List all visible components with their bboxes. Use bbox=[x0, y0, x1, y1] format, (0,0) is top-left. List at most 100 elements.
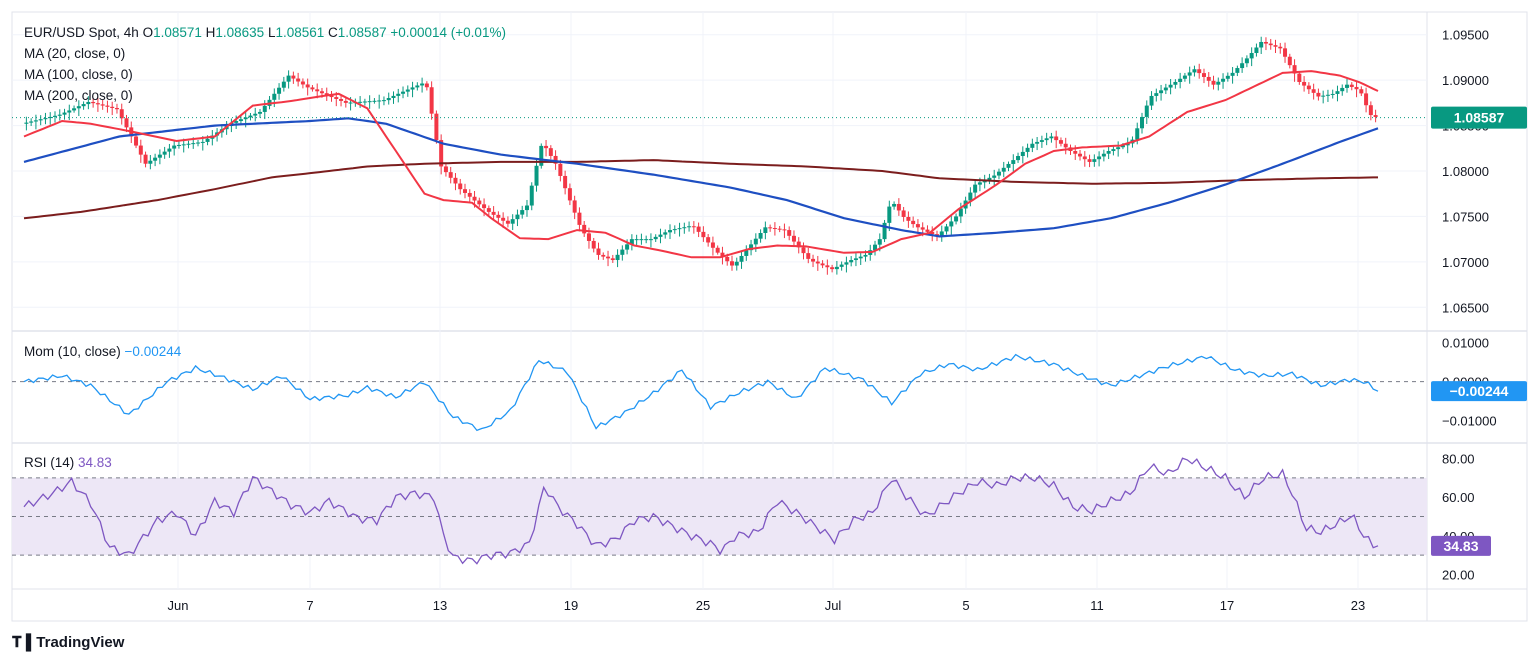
candle-body bbox=[191, 143, 196, 145]
candle-body bbox=[334, 97, 339, 99]
candle-body bbox=[1025, 147, 1030, 152]
tradingview-brand[interactable]: 𝐓▐ TradingView bbox=[12, 634, 124, 651]
ma200-line bbox=[23, 159, 1378, 220]
candle-body bbox=[1259, 41, 1264, 48]
candle-body bbox=[892, 203, 897, 207]
rsi-tick-label: 20.00 bbox=[1442, 567, 1475, 582]
candle-body bbox=[911, 220, 916, 225]
candle-body bbox=[362, 101, 367, 103]
candle-body bbox=[1359, 89, 1364, 94]
momentum-tag: −0.00244 bbox=[1450, 383, 1509, 399]
candle-body bbox=[401, 91, 406, 94]
symbol-legend: EUR/USD Spot, 4h O1.08571 H1.08635 L1.08… bbox=[24, 25, 506, 40]
candle-body bbox=[1173, 81, 1178, 85]
candle-body bbox=[548, 148, 553, 156]
time-tick-label: 17 bbox=[1220, 598, 1234, 613]
candle-body bbox=[744, 250, 749, 256]
candle-body bbox=[81, 104, 86, 107]
candle-body bbox=[1221, 78, 1226, 82]
candle-body bbox=[1297, 73, 1302, 82]
candle-body bbox=[482, 204, 487, 209]
candle-body bbox=[405, 89, 410, 92]
candle-body bbox=[153, 157, 158, 161]
candle-body bbox=[1254, 47, 1259, 54]
candle-body bbox=[896, 203, 901, 211]
candle-body bbox=[1106, 151, 1111, 154]
candle-body bbox=[24, 122, 29, 124]
price-tick-label: 1.07000 bbox=[1442, 255, 1489, 270]
candle-body bbox=[615, 254, 620, 261]
candle-body bbox=[634, 239, 639, 241]
candle-body bbox=[505, 220, 510, 224]
candle-body bbox=[539, 145, 544, 166]
candle-body bbox=[739, 255, 744, 262]
candles-group bbox=[24, 36, 1378, 275]
candle-body bbox=[186, 143, 191, 145]
candle-body bbox=[205, 138, 210, 142]
candle-body bbox=[1140, 116, 1145, 129]
candle-body bbox=[358, 101, 363, 103]
candle-body bbox=[1206, 76, 1211, 81]
candle-body bbox=[1039, 140, 1044, 142]
candle-body bbox=[200, 141, 205, 143]
candle-body bbox=[625, 244, 630, 250]
candle-body bbox=[1211, 80, 1216, 85]
ma20-legend[interactable]: MA (20, close, 0) bbox=[24, 46, 126, 61]
candle-body bbox=[763, 227, 768, 234]
candle-body bbox=[91, 101, 96, 104]
candle-body bbox=[1044, 138, 1049, 141]
candle-body bbox=[1335, 91, 1340, 94]
candle-body bbox=[648, 239, 653, 241]
time-tick-label: 19 bbox=[564, 598, 578, 613]
momentum-tick-label: 0.01000 bbox=[1442, 336, 1489, 351]
ma200-legend[interactable]: MA (200, close, 0) bbox=[24, 88, 133, 103]
momentum-tick-label: −0.01000 bbox=[1442, 414, 1497, 429]
candle-body bbox=[62, 112, 67, 115]
candle-body bbox=[410, 87, 415, 90]
candle-body bbox=[1097, 156, 1102, 160]
price-tick-label: 1.07500 bbox=[1442, 209, 1489, 224]
rsi-legend[interactable]: RSI (14) 34.83 bbox=[24, 455, 112, 470]
candle-body bbox=[968, 192, 973, 201]
candle-body bbox=[901, 210, 906, 217]
candle-body bbox=[811, 258, 816, 262]
candle-body bbox=[820, 263, 825, 266]
candle-body bbox=[439, 140, 444, 167]
candle-body bbox=[381, 100, 386, 102]
candle-body bbox=[29, 121, 34, 123]
candle-body bbox=[1373, 115, 1378, 118]
candle-body bbox=[291, 75, 296, 79]
time-tick-label: 7 bbox=[306, 598, 313, 613]
candle-body bbox=[1159, 90, 1164, 94]
momentum-legend[interactable]: Mom (10, close) −0.00244 bbox=[24, 344, 181, 359]
candle-body bbox=[791, 235, 796, 242]
candle-body bbox=[534, 165, 539, 186]
candle-body bbox=[429, 87, 434, 114]
candle-body bbox=[33, 120, 38, 122]
candle-body bbox=[95, 103, 100, 105]
candle-body bbox=[286, 75, 291, 82]
candle-body bbox=[57, 114, 62, 116]
candle-body bbox=[915, 224, 920, 228]
candle-body bbox=[668, 230, 673, 233]
candle-body bbox=[324, 93, 329, 96]
ma100-legend[interactable]: MA (100, close, 0) bbox=[24, 67, 133, 82]
candle-body bbox=[52, 115, 57, 117]
candle-body bbox=[124, 118, 129, 128]
candle-body bbox=[1230, 72, 1235, 76]
candle-body bbox=[1354, 86, 1359, 90]
candle-body bbox=[453, 177, 458, 184]
candle-body bbox=[553, 155, 558, 164]
time-tick-label: 25 bbox=[696, 598, 710, 613]
candle-body bbox=[987, 177, 992, 181]
candle-body bbox=[458, 183, 463, 190]
candle-body bbox=[830, 267, 835, 270]
candle-body bbox=[1030, 143, 1035, 148]
time-tick-label: Jul bbox=[825, 598, 842, 613]
candle-body bbox=[815, 261, 820, 264]
candle-body bbox=[720, 252, 725, 257]
candle-body bbox=[1306, 85, 1311, 90]
candle-body bbox=[1035, 141, 1040, 144]
